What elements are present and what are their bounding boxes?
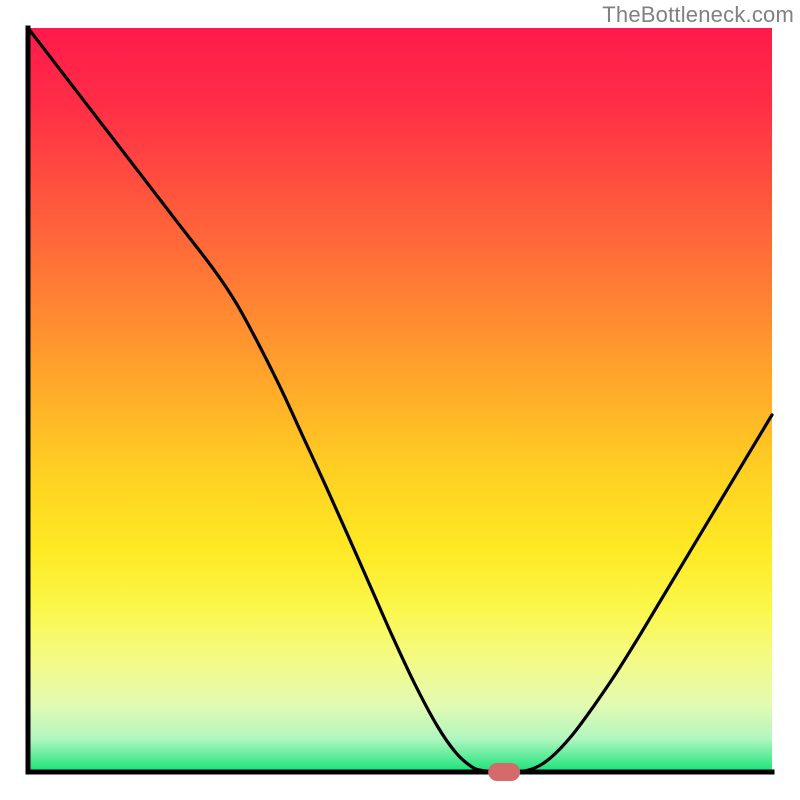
optimum-marker: [488, 763, 520, 781]
plot-background: [28, 28, 772, 772]
bottleneck-chart: [0, 0, 800, 800]
chart-container: TheBottleneck.com: [0, 0, 800, 800]
